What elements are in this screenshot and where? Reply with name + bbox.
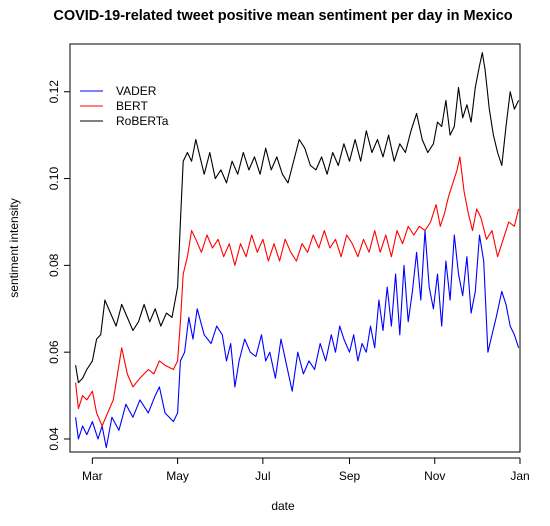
series-layer — [75, 52, 520, 449]
legend-label: RoBERTa — [116, 114, 169, 128]
y-tick-label: 0.10 — [47, 167, 61, 191]
y-axis: 0.04 0.06 0.08 0.10 0.12 — [47, 80, 70, 451]
y-axis-label: sentiment intensity — [7, 198, 21, 297]
y-tick-label: 0.04 — [47, 427, 61, 451]
y-tick-label: 0.08 — [47, 253, 61, 277]
y-tick-label: 0.06 — [47, 340, 61, 364]
x-tick-label: Jul — [255, 469, 270, 483]
x-tick-label: Mar — [82, 469, 103, 483]
legend-label: BERT — [116, 99, 148, 113]
x-axis: Mar May Jul Sep Nov Jan — [82, 457, 530, 483]
legend-label: VADER — [116, 84, 157, 98]
chart-title: COVID-19-related tweet positive mean sen… — [53, 8, 512, 24]
plot-frame — [69, 43, 521, 453]
series-line-bert — [75, 156, 520, 427]
x-axis-label: date — [271, 499, 295, 513]
series-line-vader — [75, 230, 520, 449]
series-line-roberta — [75, 52, 520, 384]
x-tick-label: Sep — [339, 469, 361, 483]
x-tick-label: Nov — [424, 469, 445, 483]
x-tick-label: Jan — [510, 469, 529, 483]
x-tick-label: May — [166, 469, 189, 483]
y-tick-label: 0.12 — [47, 80, 61, 104]
